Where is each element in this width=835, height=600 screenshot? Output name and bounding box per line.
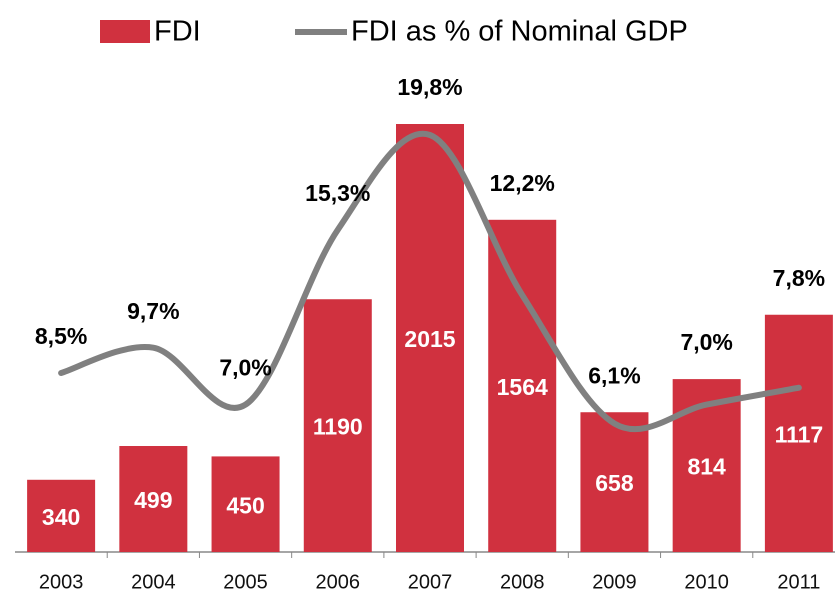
bar xyxy=(303,299,372,552)
bar-value-label: 450 xyxy=(226,492,264,518)
bar xyxy=(119,446,188,552)
x-tick-label: 2010 xyxy=(684,571,729,593)
bar-value-label: 658 xyxy=(595,470,634,496)
bar-value-label: 340 xyxy=(42,504,80,530)
bar-value-label: 814 xyxy=(687,454,726,480)
bar-value-label: 1117 xyxy=(775,421,824,447)
bar-value-label: 1564 xyxy=(497,374,548,400)
bar-value-label: 1190 xyxy=(313,414,363,440)
bar xyxy=(488,219,557,552)
x-tick-label: 2004 xyxy=(131,571,176,593)
line-value-label: 7,0% xyxy=(680,329,732,355)
x-tick-label: 2005 xyxy=(223,571,268,593)
line-value-label: 8,5% xyxy=(35,323,87,349)
line-value-label: 12,2% xyxy=(490,170,555,196)
x-tick-label: 2006 xyxy=(316,571,361,593)
bar xyxy=(580,412,649,552)
legend-label: FDI as % of Nominal GDP xyxy=(351,16,688,48)
bar xyxy=(672,379,741,552)
bar xyxy=(396,124,464,552)
bar xyxy=(764,314,833,552)
bar xyxy=(27,479,96,552)
line-value-label: 6,1% xyxy=(588,362,640,388)
bar-value-label: 2015 xyxy=(404,326,455,352)
legend-swatch-bar xyxy=(100,20,150,43)
x-tick-label: 2007 xyxy=(408,571,453,593)
line-value-label: 7,8% xyxy=(773,265,825,291)
line-value-label: 9,7% xyxy=(127,298,179,324)
x-tick-label: 2003 xyxy=(39,571,84,593)
bar xyxy=(211,456,280,552)
bar-value-label: 499 xyxy=(134,487,172,513)
legend-label: FDI xyxy=(154,16,201,48)
x-tick-label: 2011 xyxy=(777,571,820,593)
x-tick-label: 2009 xyxy=(592,571,637,593)
line-value-label: 15,3% xyxy=(305,180,370,206)
line-value-label: 7,0% xyxy=(219,355,271,381)
line xyxy=(58,130,802,433)
line-value-label: 19,8% xyxy=(397,74,462,100)
x-tick-label: 2008 xyxy=(500,571,545,593)
